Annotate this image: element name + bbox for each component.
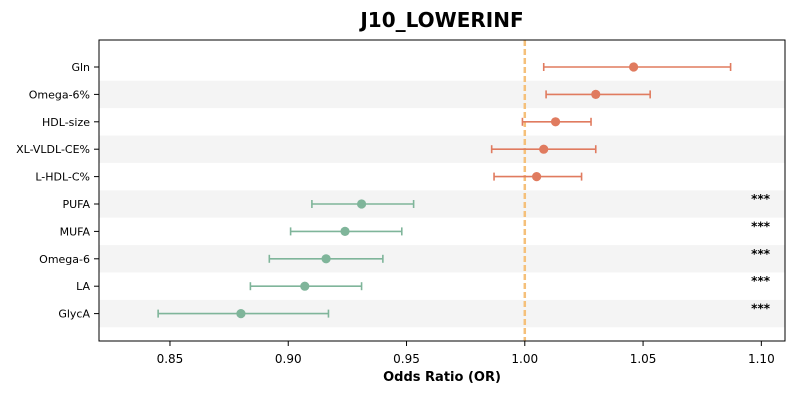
or-point [300,281,310,291]
or-point [340,226,350,236]
x-tick-label: 0.85 [157,352,184,366]
significance-label: *** [751,302,771,316]
or-point [321,254,331,264]
or-point [356,199,367,209]
or-point [550,117,561,127]
y-tick-label: Gln [71,61,90,74]
significance-label: *** [751,274,771,288]
chart-title: J10_LOWERINF [360,8,524,32]
x-tick-label: 0.90 [275,352,302,366]
row-shade-band [99,135,785,163]
x-axis-label: Odds Ratio (OR) [383,370,501,385]
or-point [236,309,246,319]
y-tick-label: L-HDL-C% [35,171,90,184]
x-tick-label: 0.95 [393,352,420,366]
row-shade-band [99,190,785,218]
y-tick-label: GlycA [58,308,90,321]
x-tick-label: 1.05 [630,352,657,366]
plot-frame [98,39,786,342]
y-tick-label: MUFA [60,225,91,238]
y-tick-label: Omega-6% [29,88,90,101]
row-shade-band [99,80,785,109]
or-point [629,62,639,72]
y-tick-label: Omega-6 [39,253,90,266]
y-tick-label: PUFA [62,198,90,211]
x-tick-label: 1.00 [511,352,538,366]
y-tick-label: XL-VLDL-CE% [16,143,90,156]
or-point [591,89,601,99]
or-point [532,172,542,182]
significance-label: *** [751,219,771,233]
significance-label: *** [751,247,771,261]
or-point [539,144,549,154]
significance-label: *** [751,192,771,206]
row-shade-band [99,245,785,273]
x-tick-label: 1.10 [748,352,775,366]
y-tick-label: LA [76,280,90,293]
y-tick-label: HDL-size [42,116,90,129]
